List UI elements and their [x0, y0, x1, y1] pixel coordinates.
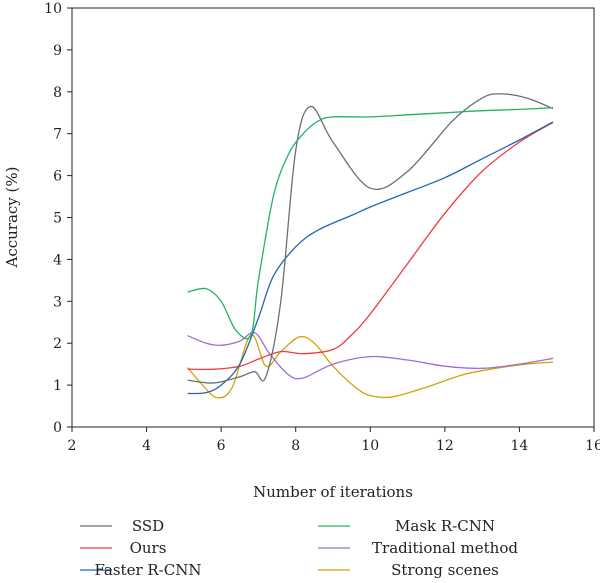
series-line-ours	[187, 121, 554, 371]
legend-label-ssd: SSD	[132, 517, 164, 535]
x-tick-label: 10	[361, 438, 379, 454]
x-tick-label: 8	[291, 438, 300, 454]
legend-label-strong-scenes: Strong scenes	[391, 561, 499, 579]
legend-label-traditional-method: Traditional method	[372, 539, 518, 557]
y-axis-title: Accuracy (%)	[3, 166, 21, 268]
series-line-mask-r-cnn	[187, 107, 554, 340]
x-tick-label: 4	[142, 438, 151, 454]
y-tick-label: 8	[53, 85, 62, 101]
y-tick-label: 4	[53, 252, 62, 268]
x-tick-label: 14	[511, 438, 529, 454]
x-tick-label: 6	[217, 438, 226, 454]
x-tick-label: 12	[436, 438, 454, 454]
y-tick-label: 3	[53, 294, 62, 310]
legend-label-ours: Ours	[130, 539, 167, 557]
legend-label-faster-r-cnn: Faster R-CNN	[95, 561, 202, 579]
y-tick-label: 9	[53, 43, 62, 59]
y-tick-label: 2	[53, 336, 62, 352]
x-axis-title: Number of iterations	[253, 483, 413, 501]
x-tick-label: 16	[585, 438, 600, 454]
y-tick-label: 10	[44, 1, 62, 17]
series-line-faster-r-cnn	[187, 121, 554, 395]
series-line-ssd	[187, 93, 554, 384]
series-line-traditional-method	[187, 331, 554, 380]
y-tick-label: 0	[53, 420, 62, 436]
y-tick-label: 1	[53, 378, 62, 394]
legend-label-mask-r-cnn: Mask R-CNN	[395, 517, 495, 535]
y-tick-label: 7	[53, 127, 62, 143]
y-tick-label: 5	[53, 211, 62, 227]
y-tick-label: 6	[53, 169, 62, 185]
x-tick-label: 2	[68, 438, 77, 454]
series-line-strong-scenes	[187, 334, 554, 399]
